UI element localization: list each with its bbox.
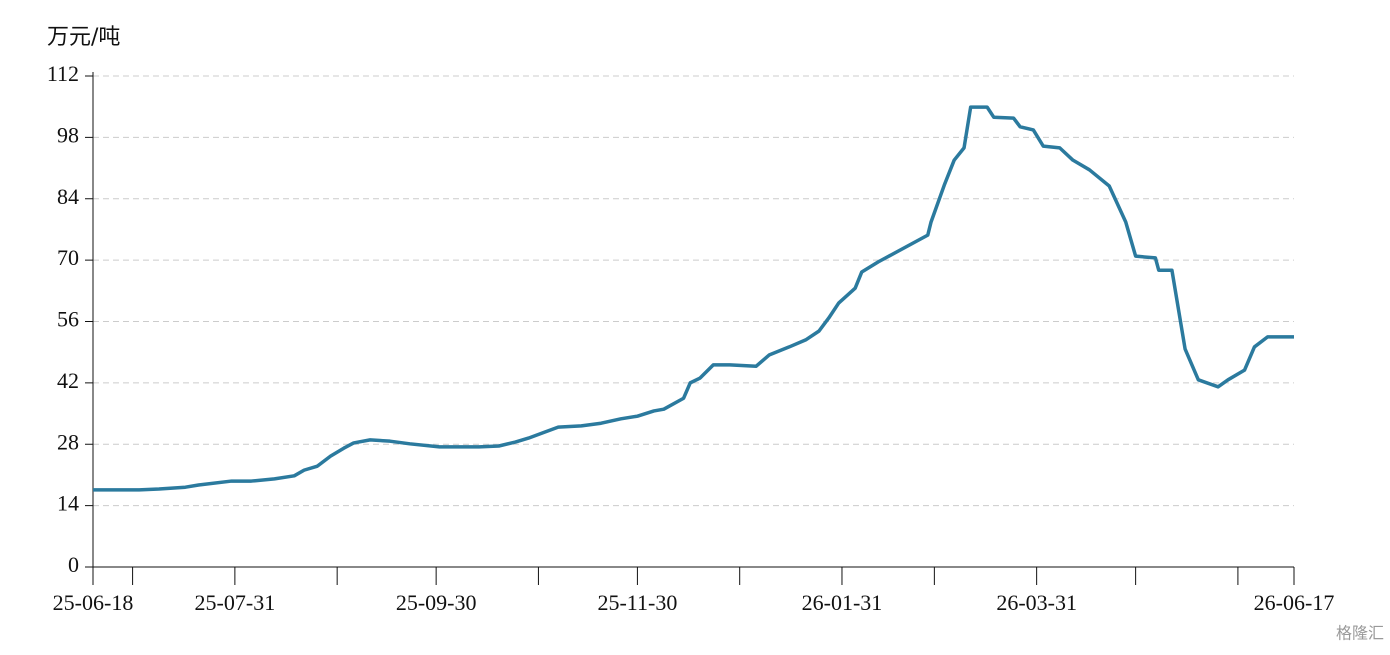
y-axis-title: 万元/吨 [47, 25, 120, 50]
x-tick-label: 26-06-17 [1254, 590, 1335, 615]
y-tick-label: 56 [57, 307, 79, 332]
y-tick-label: 112 [47, 61, 79, 86]
y-tick-label: 70 [57, 245, 79, 270]
y-tick-label: 28 [57, 429, 79, 454]
y-tick-label: 42 [57, 368, 79, 393]
x-tick-label: 25-09-30 [396, 590, 477, 615]
x-tick-label: 25-11-30 [597, 590, 677, 615]
y-tick-label: 98 [57, 122, 79, 147]
y-tick-label: 14 [57, 491, 79, 516]
x-tick-label: 25-07-31 [195, 590, 276, 615]
y-tick-label: 0 [68, 552, 79, 577]
x-tick-label: 26-03-31 [996, 590, 1077, 615]
data-line [93, 105, 1294, 492]
y-tick-label: 84 [57, 184, 79, 209]
x-tick-label: 26-01-31 [802, 590, 883, 615]
watermark: 格隆汇 [1336, 624, 1384, 643]
x-tick-label: 25-06-18 [53, 590, 134, 615]
